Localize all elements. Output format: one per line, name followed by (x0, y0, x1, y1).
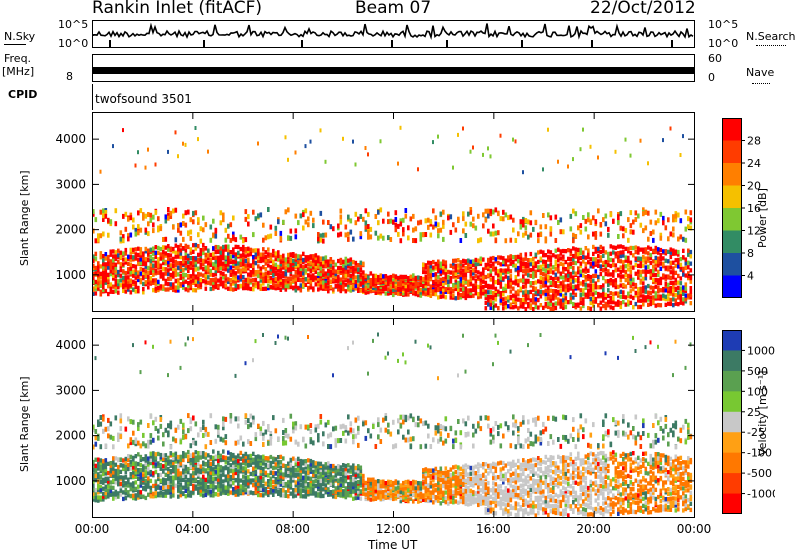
x-tick-labels: 00:00 04:00 08:00 12:00 16:00 20:00 00:00 (75, 522, 712, 536)
noise-search-label: N.Search (746, 30, 796, 43)
beam-title: Beam 07 (355, 0, 432, 18)
colorbar-tick-label-4: 12 (747, 225, 761, 238)
colorbar-segment-3 (722, 391, 742, 413)
colorbar-segment-8 (722, 493, 742, 514)
freq-panel-frame (92, 54, 695, 82)
colorbar-segment-7 (722, 275, 742, 298)
colorbar-segment-1 (722, 140, 742, 164)
colorbar-segment-5 (722, 432, 742, 454)
x-tick-label-5: 20:00 (576, 522, 611, 536)
x-tick-label-2: 08:00 (275, 522, 310, 536)
colorbar-frame (722, 330, 742, 514)
nave-tick-top: 60 (708, 52, 722, 65)
date-title: 22/Oct/2012 (590, 0, 696, 18)
power-colorbar-label: Power [dB] (756, 188, 769, 248)
colorbar-segment-7 (722, 473, 742, 495)
freq-unit: [MHz] (2, 65, 35, 78)
noise-sky-series (92, 22, 694, 41)
y-tick-label-1: 2000 (55, 429, 86, 443)
y-tick-label-0: 1000 (55, 474, 86, 488)
colorbar-tick-label-5: 8 (747, 247, 754, 260)
colorbar-tick-label-0: 1000 (747, 344, 775, 357)
noise-search-line (756, 45, 786, 46)
colorbar-tick-label-7: -1000 (747, 488, 775, 501)
noise-panel (92, 20, 695, 48)
x-tick-label-0: 00:00 (75, 522, 110, 536)
x-tick-label-1: 04:00 (175, 522, 210, 536)
colorbar-segment-0 (722, 118, 742, 141)
y-tick-label-0: 1000 (55, 268, 86, 282)
velocity-colorbar (722, 330, 742, 514)
cpid-marker (92, 84, 93, 110)
y-tick-label-3: 4000 (55, 338, 86, 352)
noise-right-tick-top: 10^5 (708, 18, 739, 31)
cpid-label: CPID (8, 88, 38, 101)
colorbar-tick-label-4: -25 (747, 426, 765, 439)
x-tick-label-6: 00:00 (677, 522, 712, 536)
colorbar-segment-0 (722, 330, 742, 351)
velocity-colorbar-label: Velocity [m s⁻¹] (756, 370, 769, 456)
y-tick-label-2: 3000 (55, 383, 86, 397)
x-tick-label-3: 12:00 (376, 522, 411, 536)
colorbar-segment-1 (722, 350, 742, 372)
y-tick-label-3: 4000 (55, 132, 86, 146)
velocity-panel (92, 318, 695, 518)
colorbar-tick-label-5: -100 (747, 447, 772, 460)
nave-tick-bottom: 0 (708, 71, 715, 84)
colorbar-segment-4 (722, 411, 742, 433)
colorbar-segment-3 (722, 185, 742, 209)
power-ytick-labels: 1000 2000 3000 4000 (55, 132, 86, 282)
colorbar-tick-label-2: 100 (747, 385, 768, 398)
colorbar-tick-label-6: 4 (747, 270, 754, 283)
colorbar-segment-4 (722, 208, 742, 231)
colorbar-tick-label-2: 20 (747, 180, 761, 193)
colorbar-tick-label-6: -500 (747, 467, 772, 480)
power-panel (92, 112, 695, 312)
noise-left-tick-bottom: 10^0 (58, 37, 89, 50)
noise-trace (92, 22, 694, 48)
colorbar-tick-label-3: 25 (747, 406, 761, 419)
freq-trace (93, 67, 694, 74)
colorbar-segment-5 (722, 230, 742, 254)
cpid-program: twofsound 3501 (95, 92, 192, 106)
velocity-colorbar-ticks: 1000 500 100 25 -25 -100 -500 -1000 (741, 344, 775, 501)
noise-sky-line (4, 44, 26, 45)
freq-panel (92, 54, 695, 82)
freq-tick: 8 (66, 70, 73, 83)
colorbar-segment-6 (722, 452, 742, 474)
velocity-data (92, 332, 693, 518)
power-data (92, 125, 693, 312)
nave-line (752, 83, 770, 84)
colorbar-segment-2 (722, 163, 742, 186)
noise-left-tick-top: 10^5 (58, 18, 89, 31)
noise-sky-label: N.Sky (4, 30, 36, 43)
y-tick-label-1: 2000 (55, 223, 86, 237)
colorbar-tick-label-1: 24 (747, 157, 761, 170)
power-colorbar (722, 118, 742, 298)
colorbar-tick-label-3: 16 (747, 202, 761, 215)
y-tick-label-2: 3000 (55, 177, 86, 191)
noise-panel-frame (92, 20, 695, 48)
noise-right-tick-bottom: 10^0 (708, 37, 739, 50)
power-colorbar-ticks: 28 24 20 16 12 8 4 (741, 135, 761, 283)
x-axis-label: Time UT (368, 538, 418, 552)
velocity-ytick-labels: 1000 2000 3000 4000 (55, 338, 86, 488)
colorbar-tick-label-1: 500 (747, 365, 768, 378)
station-title: Rankin Inlet (fitACF) (92, 0, 263, 18)
freq-label: Freq. (4, 52, 32, 65)
colorbar-segment-6 (722, 253, 742, 276)
x-tick-label-4: 16:00 (476, 522, 511, 536)
nave-label: Nave (746, 66, 775, 79)
colorbar-tick-label-0: 28 (747, 135, 761, 148)
colorbar-segment-2 (722, 370, 742, 392)
